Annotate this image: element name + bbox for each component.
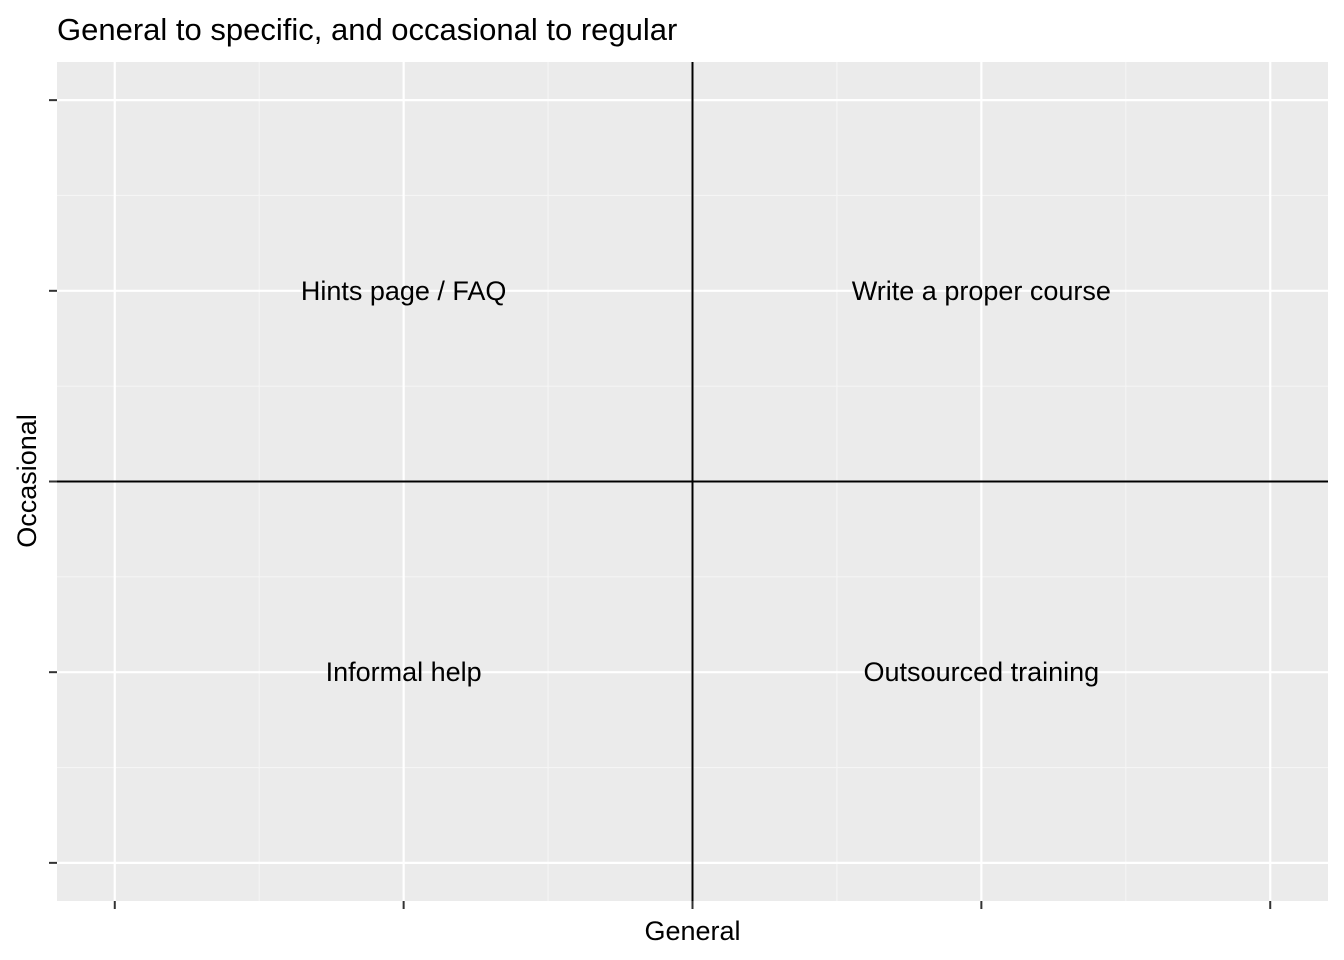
point-label: Write a proper course — [852, 276, 1111, 306]
y-axis-ticks — [49, 99, 57, 864]
x-axis-title: General — [644, 916, 740, 946]
point-label: Informal help — [326, 657, 482, 687]
chart-title: General to specific, and occasional to r… — [57, 12, 677, 47]
y-axis-title: Occasional — [12, 414, 42, 548]
point-label: Hints page / FAQ — [301, 276, 507, 306]
point-label: Outsourced training — [864, 657, 1100, 687]
x-axis-ticks — [113, 901, 1272, 909]
reference-lines — [57, 62, 1328, 901]
quadrant-labels: Hints page / FAQ Write a proper course Inf… — [301, 276, 1111, 687]
